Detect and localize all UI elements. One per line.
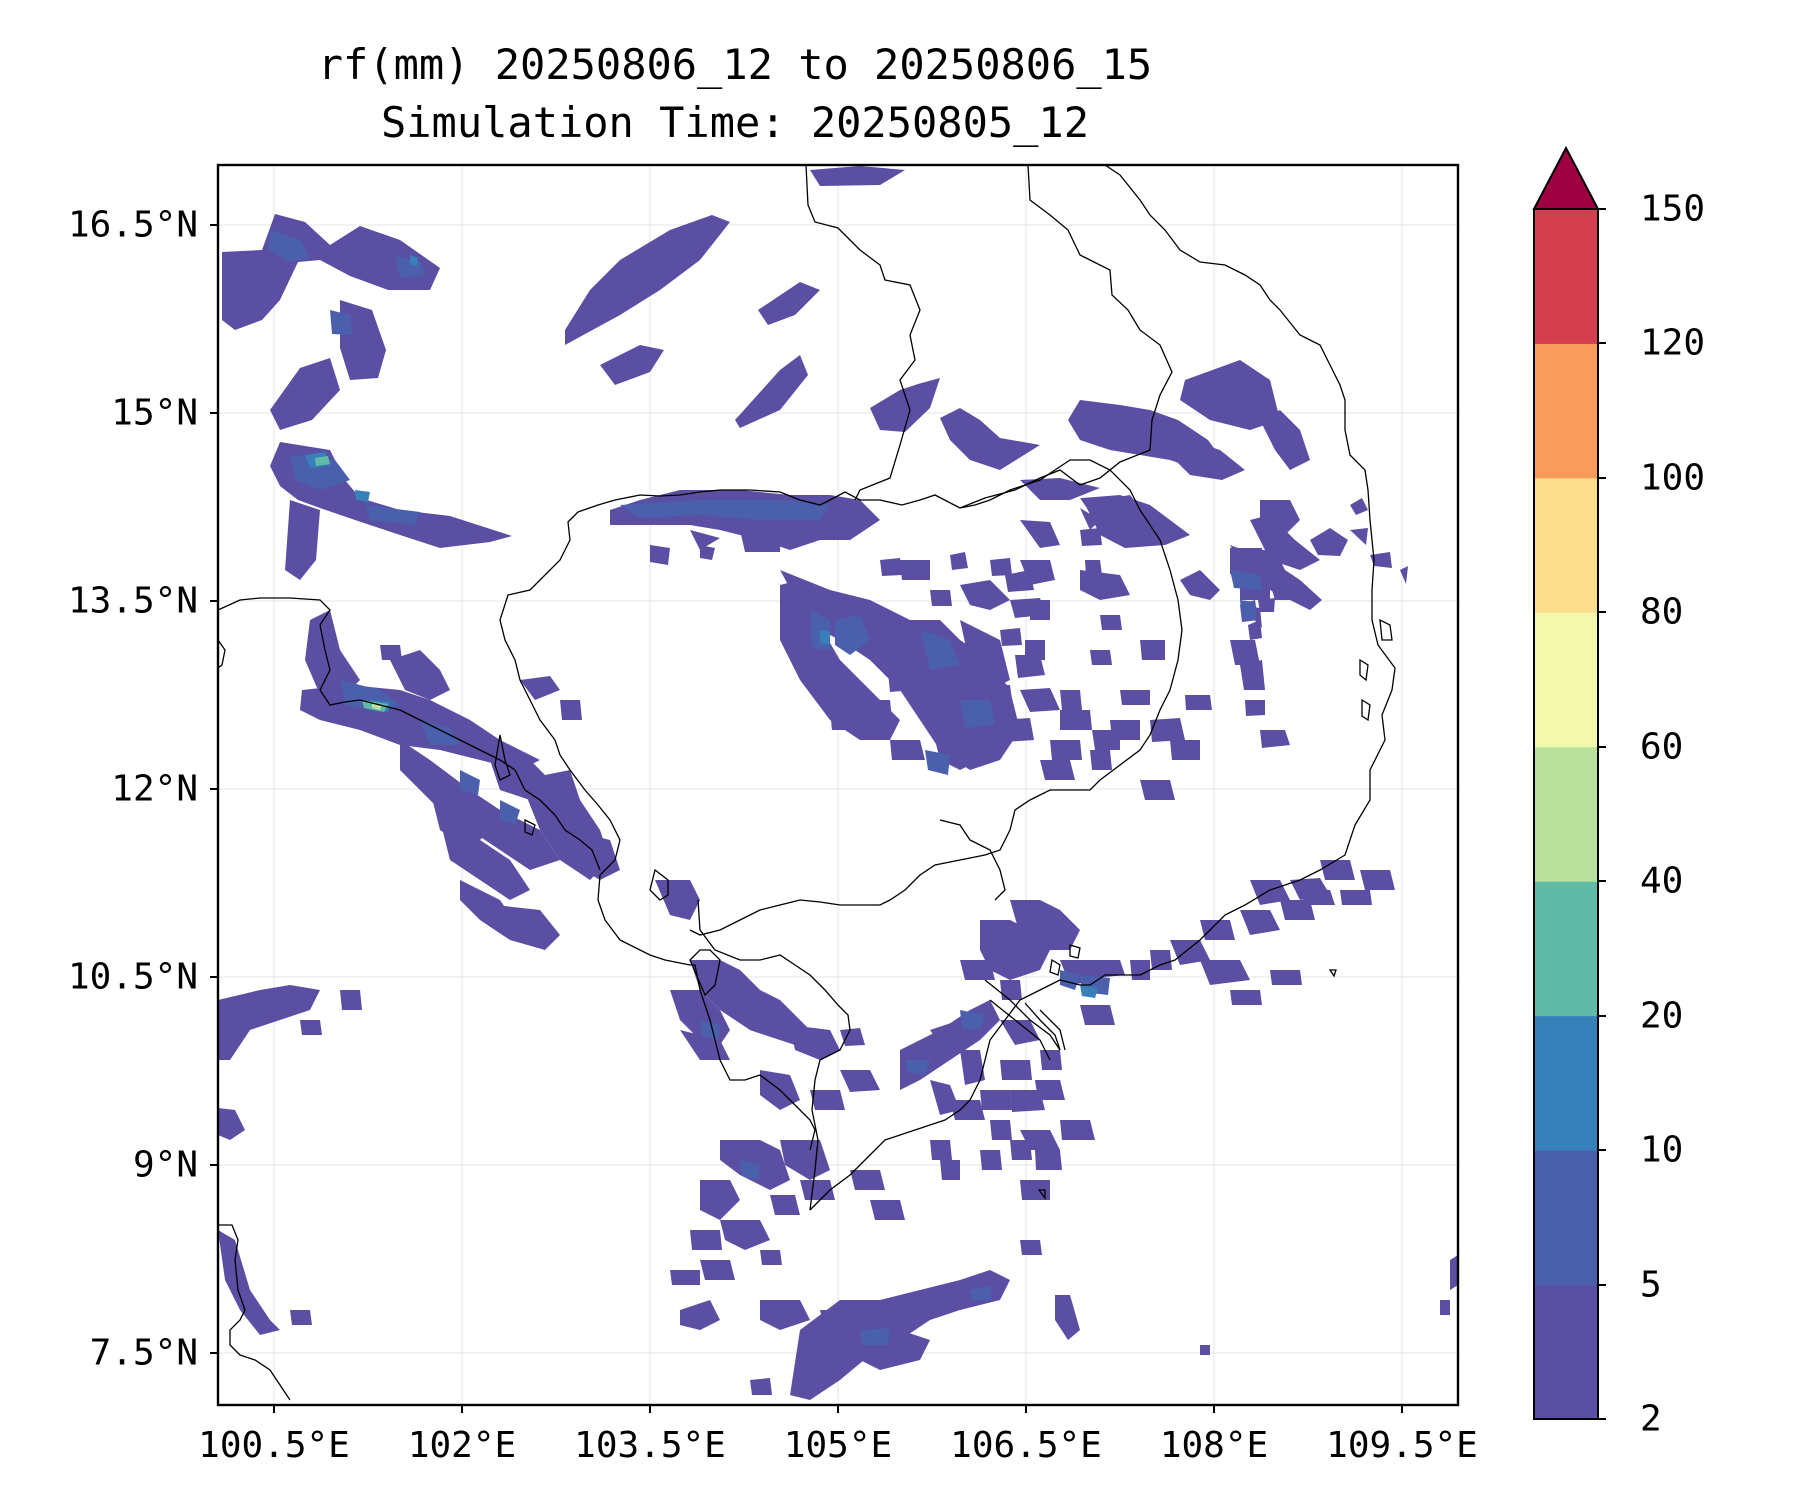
colorbar: [1532, 145, 1606, 1420]
colorbar-label: 10: [1640, 1129, 1684, 1171]
colorbar-ticks: [1598, 208, 1606, 1420]
y-tick-label: 9°N: [132, 1144, 198, 1186]
colorbar-segment: [1534, 1150, 1598, 1286]
colorbar-label: 20: [1640, 995, 1684, 1037]
x-tick-label: 108°E: [1159, 1425, 1269, 1466]
axis-ticks: [210, 224, 1403, 1413]
colorbar-segments: [1534, 209, 1598, 1420]
map-title-line2: Simulation Time: 20250805_12: [380, 98, 1089, 147]
y-tick-label: 10.5°N: [67, 956, 198, 998]
y-tick-label: 7.5°N: [89, 1332, 198, 1374]
y-tick-label: 13.5°N: [67, 580, 198, 622]
colorbar-segment: [1534, 477, 1598, 613]
colorbar-label: 2: [1640, 1398, 1662, 1440]
x-tick-label: 100.5°E: [198, 1425, 350, 1466]
colorbar-label: 40: [1640, 860, 1684, 902]
colorbar-segment: [1534, 612, 1598, 748]
colorbar-label: 150: [1640, 188, 1706, 230]
colorbar-segment: [1534, 1284, 1598, 1420]
map-title-line1: rf(mm) 20250806_12 to 20250806_15: [317, 40, 1153, 89]
colorbar-segment: [1534, 881, 1598, 1017]
y-tick-label: 12°N: [111, 768, 198, 810]
x-tick-label: 106.5°E: [950, 1425, 1102, 1466]
colorbar-label: 5: [1640, 1264, 1662, 1306]
y-tick-label: 15°N: [111, 392, 198, 434]
x-tick-label: 105°E: [783, 1425, 893, 1466]
coastlines-borders: [218, 165, 1396, 1401]
x-tick-label: 102°E: [407, 1425, 517, 1466]
colorbar-segment: [1534, 1015, 1598, 1151]
rainfall-patches: [218, 166, 1458, 1400]
colorbar-segment: [1534, 746, 1598, 882]
colorbar-label: 120: [1640, 322, 1706, 364]
colorbar-segment: [1534, 209, 1598, 344]
colorbar-label: 60: [1640, 726, 1684, 768]
x-tick-label: 109.5°E: [1326, 1425, 1478, 1466]
colorbar-label: 100: [1640, 457, 1706, 499]
colorbar-label: 80: [1640, 591, 1684, 633]
colorbar-segment: [1534, 343, 1598, 479]
y-tick-label: 16.5°N: [67, 204, 198, 246]
x-tick-label: 103.5°E: [574, 1425, 726, 1466]
colorbar-frame: [1533, 208, 1599, 1420]
colorbar-extend-arrow: [1532, 145, 1600, 210]
map-gridlines: [218, 165, 1458, 1405]
